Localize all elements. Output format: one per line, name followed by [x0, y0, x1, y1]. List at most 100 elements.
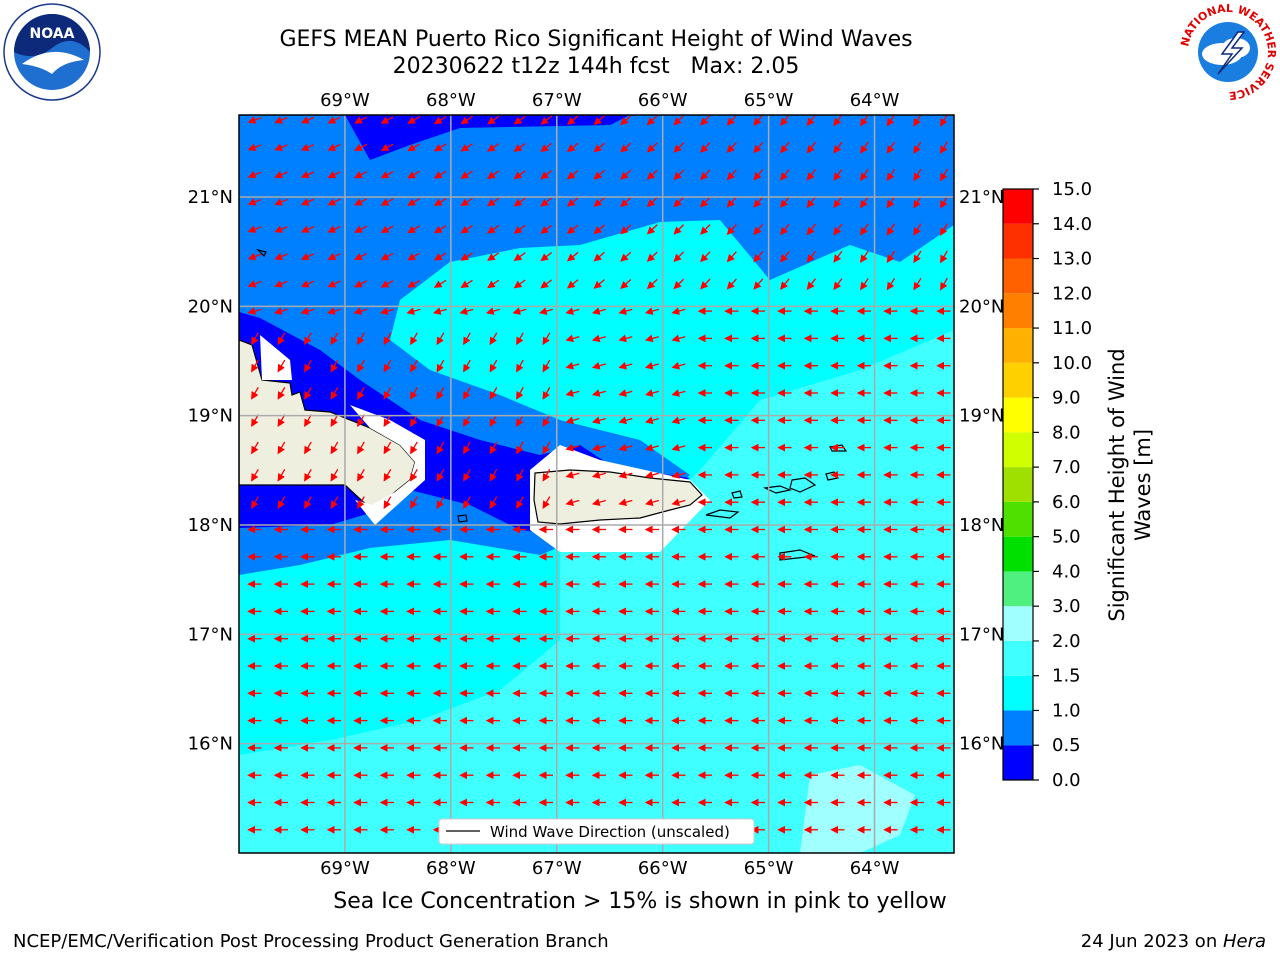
lat-tick-left: 21°N [188, 187, 233, 208]
wave-arrow [618, 334, 633, 343]
wave-arrow [357, 441, 365, 455]
wave-arrow [436, 468, 445, 482]
wave-arrow [886, 196, 896, 209]
colorbar-segment [1003, 467, 1033, 502]
wave-arrow [593, 224, 605, 235]
wave-arrow [300, 143, 315, 151]
wave-arrow [646, 278, 658, 290]
wave-arrow [513, 170, 526, 180]
wave-arrow [354, 171, 368, 179]
wave-arrow [726, 115, 737, 126]
wave-arrow [542, 387, 551, 400]
wave-arrow [566, 142, 579, 153]
colorbar-tick-label: 5.0 [1052, 527, 1081, 548]
wave-arrow [780, 278, 790, 290]
wave-arrow [646, 251, 658, 262]
wave-arrow [274, 280, 288, 288]
colorbar-tick-label: 7.0 [1052, 457, 1081, 478]
wave-arrow [726, 223, 737, 235]
colorbar-segment [1003, 223, 1033, 259]
wave-arrow [459, 307, 474, 315]
wave-arrow [330, 387, 339, 400]
wave-arrow [354, 143, 368, 151]
wave-arrow [406, 307, 421, 315]
lon-tick-bottom: 68°W [426, 858, 476, 879]
wave-arrow [700, 278, 711, 290]
wave-arrow [436, 359, 445, 373]
wave-arrow [540, 170, 553, 180]
lat-tick-labels-right: 21°N 20°N 19°N 18°N 17°N 16°N [959, 187, 1004, 755]
wave-arrow [463, 441, 471, 455]
wave-arrow [460, 115, 473, 125]
hispaniola-mask [260, 335, 425, 525]
wave-arrow [833, 250, 843, 263]
wave-arrow [433, 143, 447, 152]
wave-arrow [540, 142, 553, 153]
wave-arrow [913, 196, 922, 209]
colorbar-tick-label: 11.0 [1052, 318, 1092, 339]
wave-arrow [380, 252, 394, 261]
wave-arrow [487, 170, 500, 179]
wave-arrow [489, 414, 498, 428]
lon-tick-top: 69°W [320, 90, 370, 111]
wave-arrow [407, 198, 420, 206]
wave-arrow [300, 198, 315, 206]
colorbar-title-line1: Significant Height of Wind [1105, 348, 1129, 621]
wave-arrow [277, 387, 286, 400]
wave-arrow [513, 224, 526, 234]
colorbar-segment [1003, 571, 1033, 607]
wave-arrow [646, 115, 658, 126]
wave-arrow [380, 116, 394, 124]
wave-arrow [383, 496, 392, 509]
wave-arrow [913, 168, 922, 182]
wave-arrow [460, 225, 473, 234]
wave-arrow [277, 332, 286, 346]
wave-arrow [566, 197, 579, 207]
wave-arrow [247, 225, 262, 233]
wave-arrow [460, 197, 473, 207]
wave-arrow [700, 169, 711, 181]
wave-arrow [516, 441, 524, 455]
wave-arrow [251, 496, 259, 509]
wave-arrow [516, 332, 524, 346]
credit-line: NCEP/EMC/Verification Post Processing Pr… [13, 931, 609, 952]
wave-arrow [354, 252, 368, 261]
wave-arrow [542, 496, 551, 509]
wave-arrow [566, 251, 579, 262]
wave-arrow [593, 169, 605, 180]
wave-arrow [330, 496, 339, 509]
wave-arrow [591, 334, 606, 343]
colorbar-segment [1003, 432, 1033, 468]
wave-arrow [327, 143, 341, 151]
colorbar-tick-label: 13.0 [1052, 249, 1092, 270]
wave-arrow [357, 468, 365, 482]
wave-arrow [274, 225, 288, 233]
wave-arrow [618, 389, 633, 397]
wave-arrow [542, 332, 551, 346]
wave-arrow [646, 142, 658, 153]
chart-title: GEFS MEAN Puerto Rico Significant Height… [279, 27, 913, 52]
wave-arrow [487, 197, 500, 207]
wave-arrow [251, 414, 259, 428]
wave-arrow [940, 250, 948, 264]
map-frame [238, 114, 955, 854]
lon-tick-bottom: 66°W [638, 858, 688, 879]
wave-arrow [247, 280, 262, 288]
noaa-logo-text: NOAA [30, 26, 75, 42]
wave-arrow [330, 359, 339, 373]
wave-arrow [433, 279, 447, 288]
colorbar-tick-label: 8.0 [1052, 422, 1081, 443]
colorbar-tick-label: 3.0 [1052, 596, 1081, 617]
lat-tick-right: 21°N [959, 187, 1004, 208]
wave-arrow [251, 332, 259, 346]
wave-arrow [806, 278, 817, 290]
wave-arrow [327, 171, 341, 179]
wave-arrow [410, 387, 418, 400]
wave-arrow [700, 251, 711, 263]
wave-arrow [433, 170, 447, 179]
lon-tick-top: 67°W [532, 90, 582, 111]
wave-arrow [463, 414, 471, 428]
wave-arrow [304, 387, 312, 400]
wave-arrow [806, 223, 817, 236]
